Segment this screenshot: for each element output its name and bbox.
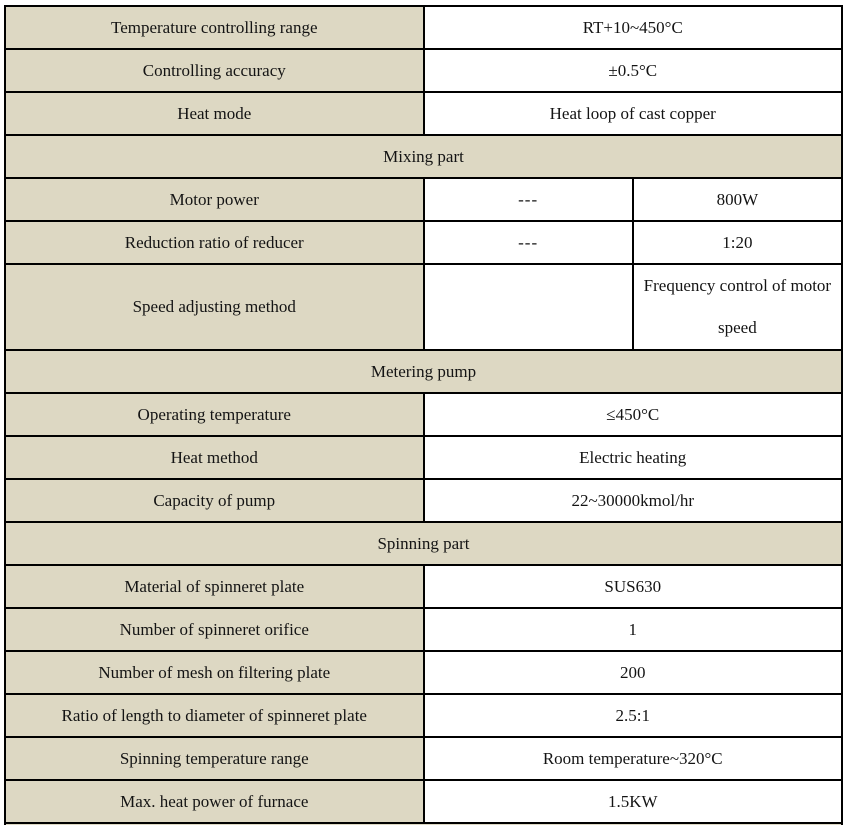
table-row: Capacity of pump 22~30000kmol/hr — [4, 478, 843, 523]
partial-section-row-cutoff — [4, 822, 843, 825]
table-row: Material of spinneret plate SUS630 — [4, 564, 843, 609]
spec-value: Heat loop of cast copper — [422, 91, 843, 136]
spec-value: Room temperature~320°C — [422, 736, 843, 781]
spec-label: Number of mesh on filtering plate — [4, 650, 425, 695]
spec-label: Spinning temperature range — [4, 736, 425, 781]
table-row: Number of mesh on filtering plate 200 — [4, 650, 843, 695]
spec-label: Speed adjusting method — [4, 263, 425, 351]
table-row: Heat mode Heat loop of cast copper — [4, 91, 843, 136]
table-row: Reduction ratio of reducer --- 1:20 — [4, 220, 844, 265]
spec-label: Number of spinneret orifice — [4, 607, 425, 652]
spec-label: Heat method — [4, 435, 425, 480]
partial-section-cell — [4, 822, 843, 825]
spec-value: 22~30000kmol/hr — [422, 478, 843, 523]
spec-label: Capacity of pump — [4, 478, 425, 523]
spec-value: ±0.5°C — [422, 48, 843, 93]
specification-table: Temperature controlling range RT+10~450°… — [4, 5, 844, 825]
spec-mid-value — [422, 263, 634, 351]
table-row: Number of spinneret orifice 1 — [4, 607, 843, 652]
section-header-row: Spinning part — [4, 521, 843, 566]
table-row: Heat method Electric heating — [4, 435, 843, 480]
section-header-row: Metering pump — [4, 349, 843, 394]
spec-value: Frequency control of motor speed — [631, 263, 844, 351]
spec-value: Electric heating — [422, 435, 843, 480]
spec-value: 800W — [631, 177, 844, 222]
section-header-row: Mixing part — [4, 134, 843, 179]
spec-value: RT+10~450°C — [422, 5, 843, 50]
table-row: Max. heat power of furnace 1.5KW — [4, 779, 843, 824]
spec-mid-value: --- — [422, 177, 634, 222]
section-title: Spinning part — [4, 521, 843, 566]
section-title: Metering pump — [4, 349, 843, 394]
spec-label: Controlling accuracy — [4, 48, 425, 93]
table-row: Controlling accuracy ±0.5°C — [4, 48, 843, 93]
section-title: Mixing part — [4, 134, 843, 179]
spec-value: 1 — [422, 607, 843, 652]
spec-value: ≤450°C — [422, 392, 843, 437]
spec-label: Heat mode — [4, 91, 425, 136]
table-row: Operating temperature ≤450°C — [4, 392, 843, 437]
table-row: Temperature controlling range RT+10~450°… — [4, 5, 843, 50]
spec-value: SUS630 — [422, 564, 843, 609]
table-row: Ratio of length to diameter of spinneret… — [4, 693, 843, 738]
spec-label: Material of spinneret plate — [4, 564, 425, 609]
spec-value: 2.5:1 — [422, 693, 843, 738]
spec-mid-value: --- — [422, 220, 634, 265]
spec-label: Max. heat power of furnace — [4, 779, 425, 824]
table-row: Motor power --- 800W — [4, 177, 844, 222]
spec-label: Ratio of length to diameter of spinneret… — [4, 693, 425, 738]
spec-label: Operating temperature — [4, 392, 425, 437]
spec-value: 200 — [422, 650, 843, 695]
spec-value: 1.5KW — [422, 779, 843, 824]
spec-label: Reduction ratio of reducer — [4, 220, 425, 265]
table-row: Spinning temperature range Room temperat… — [4, 736, 843, 781]
spec-value: 1:20 — [631, 220, 844, 265]
spec-label: Motor power — [4, 177, 425, 222]
table-row: Speed adjusting method Frequency control… — [4, 263, 844, 351]
spec-label: Temperature controlling range — [4, 5, 425, 50]
